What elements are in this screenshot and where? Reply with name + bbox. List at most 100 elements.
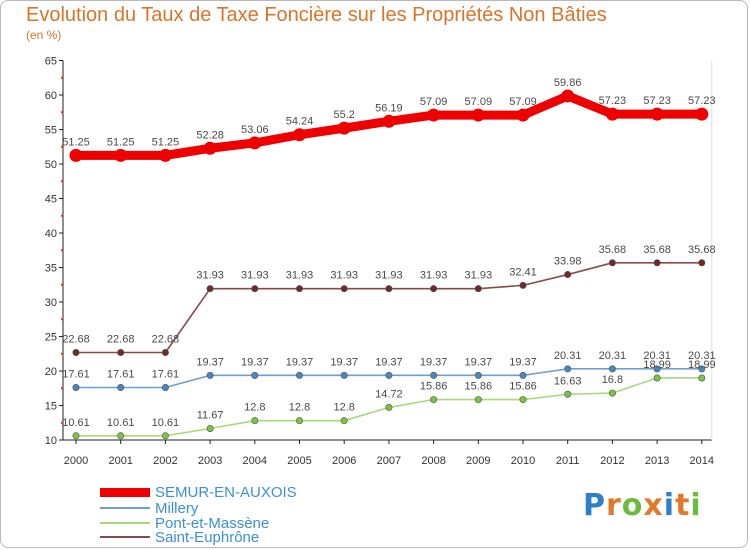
data-point [340, 285, 348, 293]
y-tick-label: 40 [45, 228, 57, 240]
data-point [430, 371, 438, 379]
data-point [251, 371, 259, 379]
data-label: 18.99 [643, 359, 671, 371]
legend-label: Pont-et-Massène [155, 515, 270, 532]
data-point [650, 107, 664, 121]
y-minor-tick [61, 283, 63, 286]
data-point [117, 349, 125, 357]
data-point [69, 148, 83, 162]
x-tick-label: 2013 [645, 455, 669, 467]
data-label: 57.09 [420, 96, 448, 108]
data-label: 17.61 [107, 368, 135, 380]
y-tick-label: 25 [45, 332, 57, 344]
data-label: 22.68 [107, 334, 135, 346]
data-label: 31.93 [241, 270, 269, 282]
x-tick-label: 2008 [421, 455, 445, 467]
proxiti-logo: Proxiti [583, 488, 702, 523]
data-label: 57.23 [688, 95, 716, 107]
data-point [471, 108, 485, 122]
data-label: 10.61 [62, 417, 90, 429]
data-point [161, 432, 169, 440]
x-tick-label: 2005 [287, 455, 311, 467]
y-tick-label: 55 [45, 125, 57, 137]
data-label: 16.8 [602, 374, 623, 386]
logo-letter: i [663, 488, 676, 523]
data-label: 19.37 [330, 356, 358, 368]
data-label: 57.09 [465, 96, 493, 108]
data-point [653, 259, 661, 267]
data-label: 19.37 [420, 356, 448, 368]
data-label: 55.2 [333, 109, 354, 121]
data-point [158, 148, 172, 162]
data-label: 31.93 [465, 270, 493, 282]
data-point [117, 383, 125, 391]
data-label: 14.72 [375, 388, 403, 400]
data-point [698, 365, 706, 373]
data-label: 57.23 [599, 95, 627, 107]
data-label: 52.28 [196, 129, 224, 141]
data-point [385, 403, 393, 411]
data-point [608, 259, 616, 267]
logo-letter: x [643, 488, 664, 523]
data-point [385, 371, 393, 379]
data-point [114, 148, 128, 162]
data-point [698, 259, 706, 267]
data-label: 15.86 [465, 381, 493, 393]
data-point [519, 371, 527, 379]
data-label: 31.93 [420, 270, 448, 282]
data-label: 15.86 [420, 381, 448, 393]
data-label: 19.37 [375, 356, 403, 368]
y-tick-label: 30 [45, 297, 57, 309]
y-tick-label: 20 [45, 366, 57, 378]
x-tick-label: 2004 [243, 455, 267, 467]
data-label: 20.31 [554, 350, 582, 362]
data-label: 51.25 [152, 136, 180, 148]
data-point [474, 396, 482, 404]
y-minor-tick [61, 421, 63, 424]
data-label: 33.98 [554, 256, 582, 268]
data-point [295, 371, 303, 379]
data-label: 11.67 [197, 409, 224, 421]
legend-label: Saint-Euphrône [155, 529, 260, 546]
data-point [564, 271, 572, 279]
data-label: 12.8 [244, 402, 265, 414]
data-label: 17.61 [62, 368, 90, 380]
y-minor-tick [61, 76, 63, 79]
y-tick-label: 60 [45, 90, 57, 102]
y-minor-tick [61, 318, 63, 321]
data-point [519, 396, 527, 404]
data-point [206, 371, 214, 379]
data-point [474, 371, 482, 379]
data-point [564, 365, 572, 373]
data-label: 12.8 [289, 402, 310, 414]
y-tick-label: 35 [45, 263, 57, 275]
data-point [474, 285, 482, 293]
data-point [72, 432, 80, 440]
y-minor-tick [61, 180, 63, 183]
data-point [605, 107, 619, 121]
data-label: 20.31 [688, 350, 716, 362]
data-label: 16.63 [554, 375, 582, 387]
data-label: 19.37 [241, 356, 269, 368]
legend-label: SEMUR-EN-AUXOIS [155, 484, 297, 501]
data-point [206, 424, 214, 432]
x-tick-label: 2001 [108, 455, 132, 467]
data-point [653, 374, 661, 382]
data-label: 19.37 [509, 356, 537, 368]
data-point [72, 349, 80, 357]
data-label: 56.19 [375, 102, 403, 114]
data-label: 31.93 [286, 270, 314, 282]
legend-swatch [100, 488, 150, 497]
data-label: 20.31 [643, 350, 671, 362]
data-point [161, 349, 169, 357]
x-tick-label: 2007 [377, 455, 401, 467]
data-point [117, 432, 125, 440]
data-label: 35.68 [643, 244, 671, 256]
data-point [608, 389, 616, 397]
y-tick-label: 10 [45, 435, 57, 447]
data-point [430, 396, 438, 404]
y-minor-tick [61, 387, 63, 390]
data-point [72, 383, 80, 391]
